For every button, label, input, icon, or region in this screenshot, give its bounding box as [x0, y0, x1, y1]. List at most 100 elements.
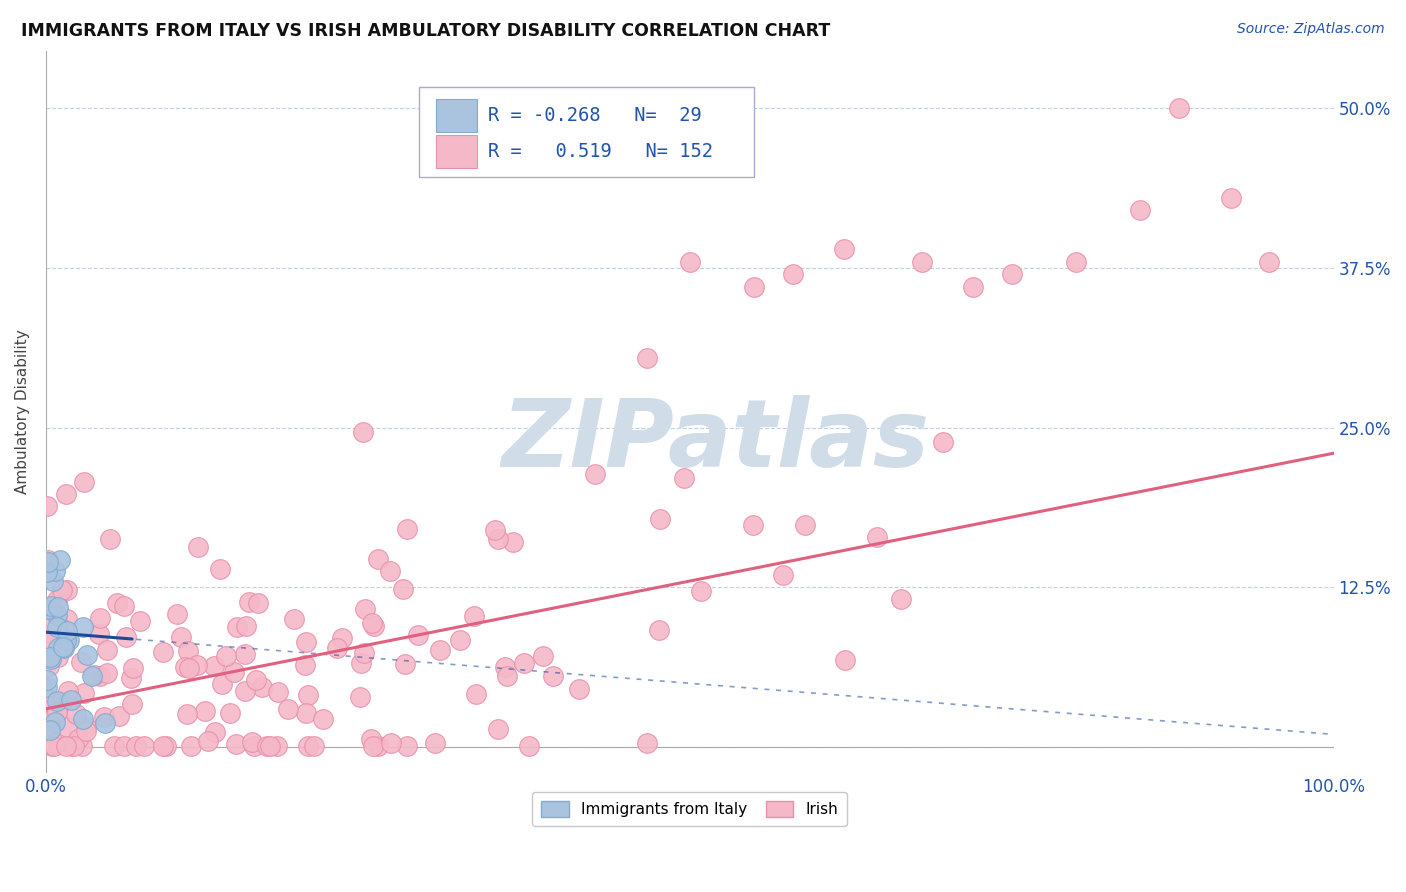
Point	[177, 660, 200, 674]
Point	[367, 739, 389, 753]
Point	[380, 736, 402, 750]
Point	[486, 723, 509, 737]
Point	[49, 620, 72, 634]
Point	[152, 645, 174, 659]
Point	[56, 582, 79, 597]
Point	[326, 641, 349, 656]
Text: ZIPatlas: ZIPatlas	[502, 394, 929, 487]
Point	[177, 643, 200, 657]
Point	[98, 533, 121, 547]
Point	[51, 695, 73, 709]
Point	[46, 620, 69, 634]
Point	[44, 710, 66, 724]
Point	[962, 280, 984, 294]
Point	[250, 680, 273, 694]
Point	[166, 607, 188, 621]
Point	[72, 620, 94, 634]
Point	[44, 715, 66, 730]
Point	[174, 660, 197, 674]
Point	[70, 655, 93, 669]
Point	[832, 242, 855, 256]
Point	[121, 660, 143, 674]
Point	[392, 582, 415, 596]
Text: Source: ZipAtlas.com: Source: ZipAtlas.com	[1237, 22, 1385, 37]
Point	[463, 609, 485, 624]
Point	[690, 584, 713, 599]
Point	[396, 739, 419, 753]
Point	[202, 659, 225, 673]
Point	[112, 739, 135, 753]
Point	[1129, 203, 1152, 218]
Point	[496, 669, 519, 683]
Point	[304, 739, 326, 753]
Point	[353, 646, 375, 660]
Point	[267, 684, 290, 698]
Point	[932, 434, 955, 449]
Point	[121, 698, 143, 712]
Point	[406, 628, 429, 642]
Point	[238, 595, 260, 609]
Point	[1219, 191, 1241, 205]
Point	[37, 649, 59, 664]
Legend: Immigrants from Italy, Irish: Immigrants from Italy, Irish	[533, 792, 848, 827]
Point	[866, 530, 889, 544]
Point	[55, 720, 77, 734]
Point	[129, 614, 152, 628]
Point	[742, 280, 765, 294]
Point	[312, 712, 335, 726]
Point	[46, 706, 69, 720]
Point	[211, 677, 233, 691]
Point	[486, 532, 509, 546]
Point	[673, 471, 696, 485]
Point	[96, 642, 118, 657]
Point	[72, 712, 94, 726]
Point	[245, 673, 267, 688]
Text: R =   0.519   N= 152: R = 0.519 N= 152	[488, 142, 713, 161]
FancyBboxPatch shape	[419, 87, 754, 177]
Point	[45, 694, 67, 708]
Point	[350, 656, 373, 670]
Point	[45, 607, 67, 622]
Point	[70, 739, 93, 753]
Y-axis label: Ambulatory Disability: Ambulatory Disability	[15, 329, 30, 494]
Point	[75, 723, 97, 738]
Point	[37, 555, 59, 569]
Point	[56, 612, 79, 626]
Point	[52, 640, 75, 655]
Point	[37, 500, 59, 514]
Point	[209, 562, 232, 576]
Point	[363, 618, 385, 632]
Point	[297, 739, 319, 753]
Point	[449, 633, 471, 648]
Point	[60, 693, 83, 707]
Text: IMMIGRANTS FROM ITALY VS IRISH AMBULATORY DISABILITY CORRELATION CHART: IMMIGRANTS FROM ITALY VS IRISH AMBULATOR…	[21, 22, 831, 40]
Point	[1064, 254, 1087, 268]
Point	[65, 706, 87, 721]
Point	[41, 692, 63, 706]
Point	[39, 652, 62, 666]
Point	[107, 708, 129, 723]
Point	[46, 698, 69, 713]
Point	[82, 669, 104, 683]
Point	[259, 739, 281, 753]
Point	[186, 658, 208, 673]
Point	[1258, 254, 1281, 268]
FancyBboxPatch shape	[436, 99, 477, 132]
Point	[636, 736, 658, 750]
Point	[741, 517, 763, 532]
Point	[394, 657, 416, 671]
Point	[464, 687, 486, 701]
Point	[105, 596, 128, 610]
Point	[83, 668, 105, 682]
Point	[772, 567, 794, 582]
Point	[42, 574, 65, 589]
Point	[360, 731, 382, 746]
Point	[56, 624, 79, 639]
Point	[37, 602, 59, 616]
Point	[349, 690, 371, 704]
Point	[834, 653, 856, 667]
Point	[37, 634, 59, 648]
Point	[55, 633, 77, 648]
Point	[41, 739, 63, 753]
Point	[39, 599, 62, 613]
